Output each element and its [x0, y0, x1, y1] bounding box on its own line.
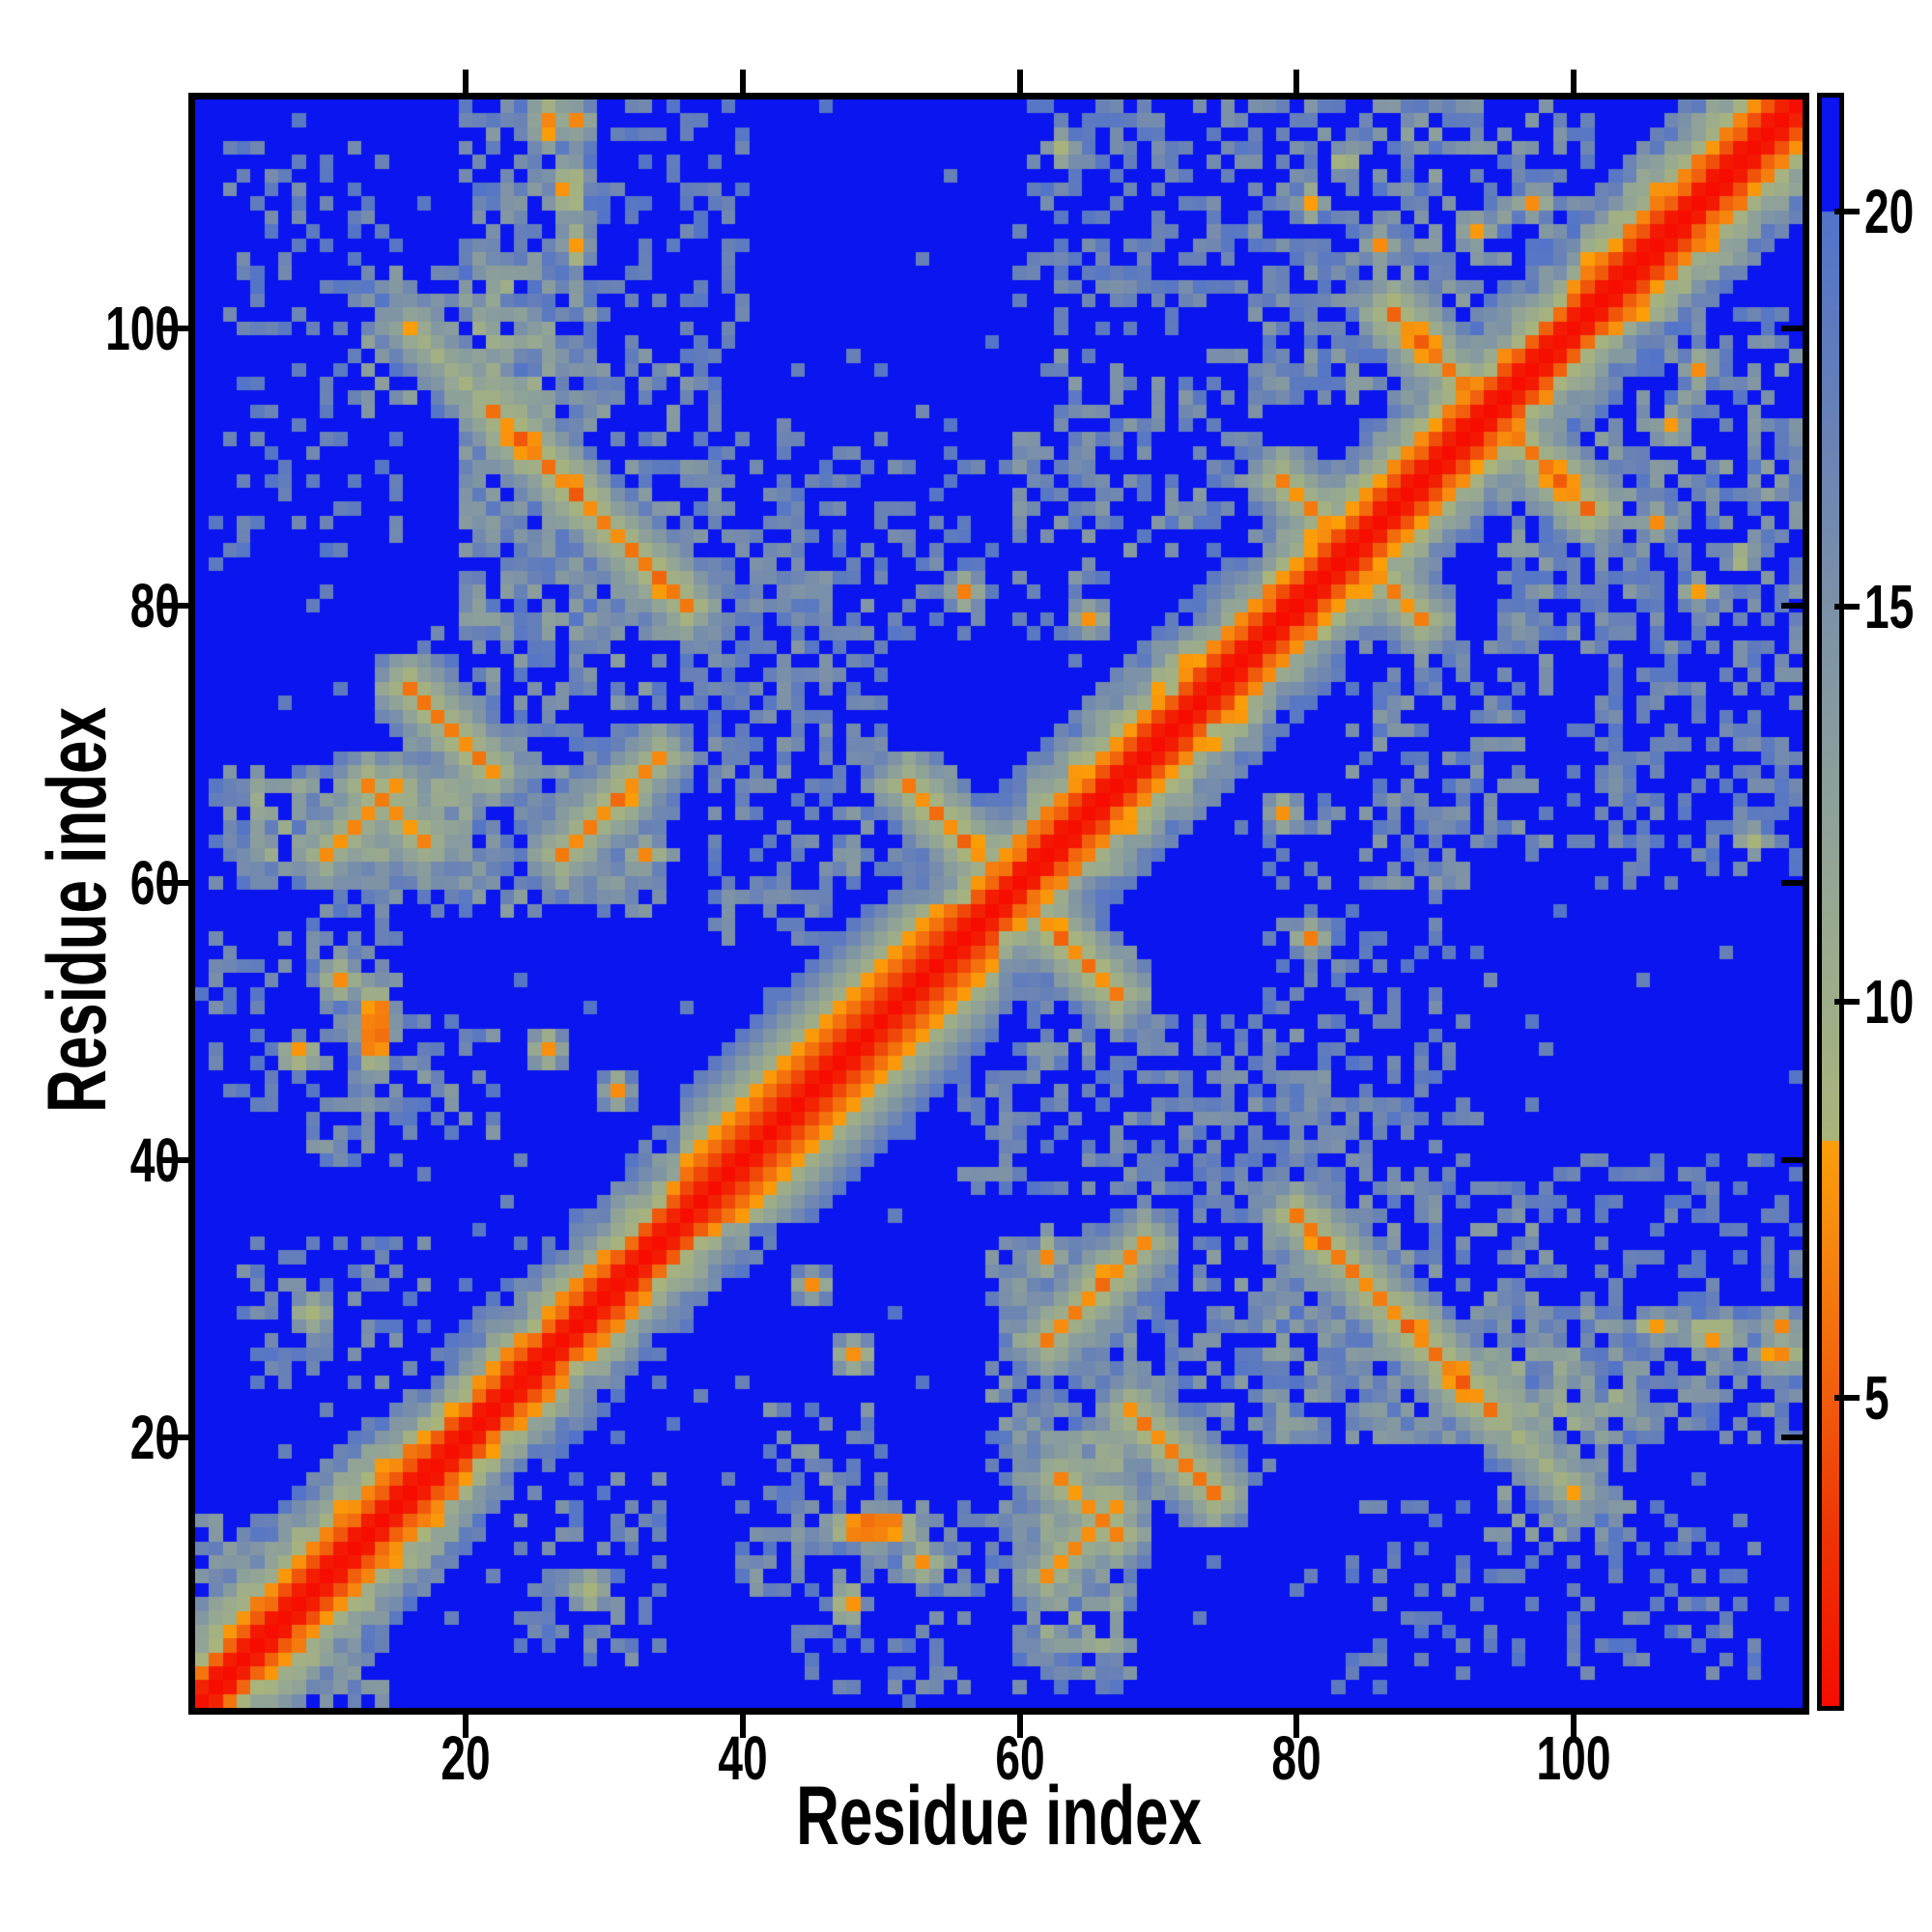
y-tick-left	[162, 879, 189, 886]
x-tick-bottom	[739, 1713, 746, 1738]
x-tick-top	[739, 70, 746, 95]
x-tick-bottom	[1016, 1713, 1023, 1738]
y-tick-label: 80	[129, 570, 180, 640]
colorbar-gradient-canvas	[1822, 98, 1839, 1706]
x-tick-top	[1571, 70, 1577, 95]
x-tick-bottom	[1571, 1713, 1577, 1738]
x-tick-bottom	[1293, 1713, 1300, 1738]
x-tick-top	[1293, 70, 1300, 95]
colorbar-tick	[1834, 604, 1860, 611]
x-tick-label: 100	[1536, 1723, 1611, 1793]
colorbar-tick	[1834, 1394, 1860, 1401]
x-tick-bottom	[462, 1713, 469, 1738]
colorbar	[1817, 93, 1844, 1711]
heatmap-plot	[188, 93, 1809, 1715]
colorbar-tick-label: 10	[1864, 967, 1915, 1037]
colorbar-tick	[1834, 208, 1860, 214]
x-tick-label: 80	[1271, 1723, 1322, 1793]
y-tick-right	[1781, 1157, 1804, 1164]
y-tick-left	[162, 1157, 189, 1164]
y-axis-title: Residue index	[31, 707, 124, 1113]
y-tick-label: 40	[129, 1125, 180, 1196]
y-tick-right	[1781, 1435, 1804, 1441]
x-tick-label: 40	[717, 1723, 768, 1793]
colorbar-tick-label: 5	[1864, 1362, 1889, 1433]
x-tick-top	[462, 70, 469, 95]
y-tick-label: 20	[129, 1403, 180, 1473]
colorbar-tick	[1834, 999, 1860, 1006]
x-tick-label: 20	[440, 1723, 491, 1793]
x-axis-title: Residue index	[796, 1770, 1202, 1862]
y-tick-left	[162, 325, 189, 331]
colorbar-tick-label: 15	[1864, 572, 1915, 642]
y-tick-label: 100	[105, 293, 180, 363]
y-tick-right	[1781, 602, 1804, 609]
x-tick-label: 60	[994, 1723, 1045, 1793]
y-tick-left	[162, 602, 189, 609]
y-tick-right	[1781, 879, 1804, 886]
distance-matrix-canvas	[195, 99, 1803, 1708]
y-tick-label: 60	[129, 847, 180, 918]
y-tick-left	[162, 1435, 189, 1441]
x-tick-top	[1016, 70, 1023, 95]
y-tick-right	[1781, 325, 1804, 331]
colorbar-tick-label: 20	[1864, 176, 1915, 246]
